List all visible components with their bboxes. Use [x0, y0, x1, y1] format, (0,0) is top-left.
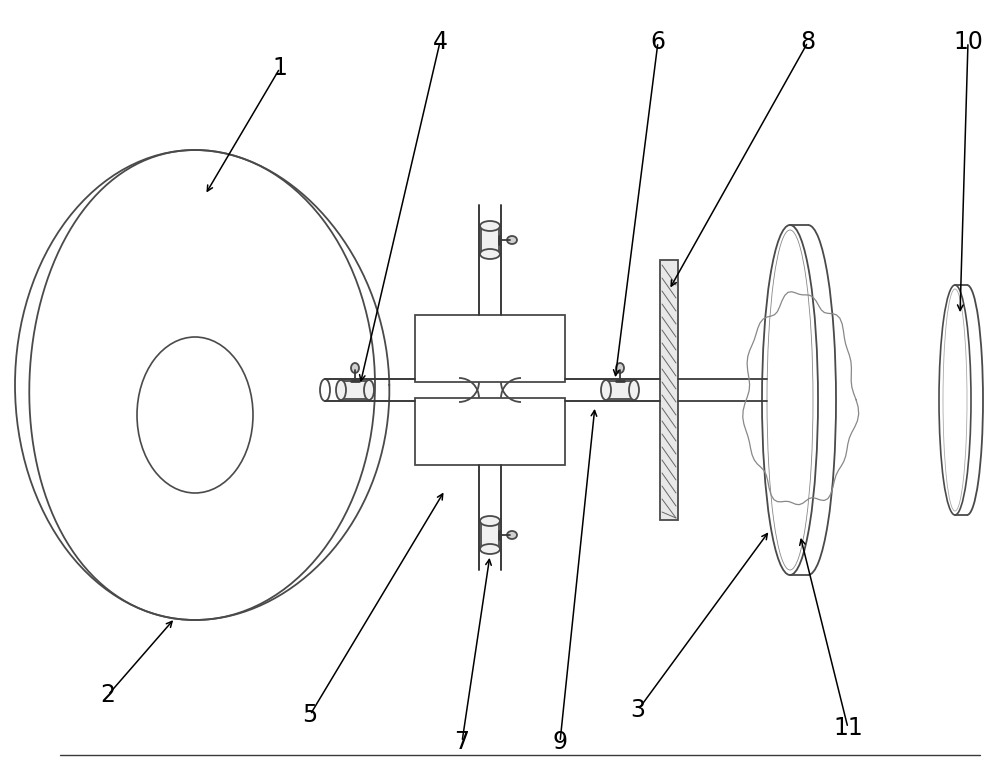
Bar — [606, 381, 634, 399]
Ellipse shape — [336, 380, 346, 400]
Bar — [415, 398, 565, 465]
Ellipse shape — [629, 380, 639, 400]
Text: 9: 9 — [552, 730, 568, 754]
Ellipse shape — [507, 236, 517, 244]
Text: 11: 11 — [833, 716, 863, 740]
Text: 10: 10 — [953, 30, 983, 54]
Ellipse shape — [480, 544, 500, 554]
Ellipse shape — [480, 221, 500, 231]
Text: 6: 6 — [650, 30, 666, 54]
Bar — [415, 315, 565, 382]
Bar — [481, 226, 499, 254]
Ellipse shape — [480, 516, 500, 526]
Text: 2: 2 — [100, 683, 116, 707]
Bar — [341, 381, 369, 399]
Ellipse shape — [507, 531, 517, 539]
Bar — [481, 521, 499, 549]
Ellipse shape — [601, 380, 611, 400]
Text: 7: 7 — [454, 730, 470, 754]
Ellipse shape — [480, 249, 500, 259]
Text: 5: 5 — [302, 703, 318, 727]
Text: 4: 4 — [432, 30, 448, 54]
Ellipse shape — [320, 379, 330, 401]
Ellipse shape — [364, 380, 374, 400]
Text: 3: 3 — [631, 698, 646, 722]
Ellipse shape — [351, 363, 359, 373]
Text: 1: 1 — [273, 56, 287, 80]
Text: 8: 8 — [800, 30, 816, 54]
Bar — [660, 260, 678, 520]
Ellipse shape — [616, 363, 624, 373]
